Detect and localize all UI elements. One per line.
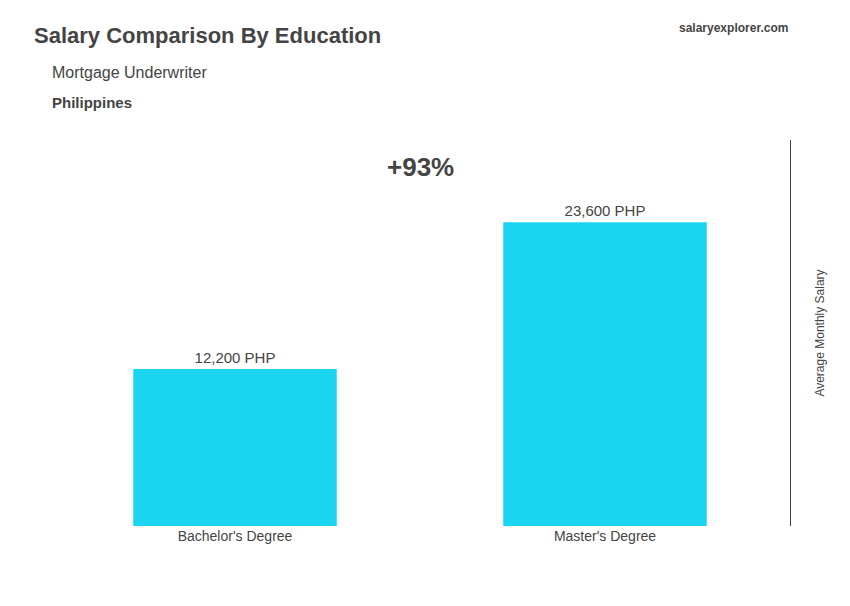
svg-text:Mortgage Underwriter: Mortgage Underwriter (52, 64, 207, 81)
svg-text:salaryexplorer.com: salaryexplorer.com (679, 21, 788, 35)
svg-text:+93%: +93% (387, 152, 454, 182)
svg-text:Bachelor's Degree: Bachelor's Degree (178, 528, 293, 544)
svg-text:Master's Degree: Master's Degree (554, 528, 656, 544)
svg-text:23,600 PHP: 23,600 PHP (565, 202, 646, 219)
svg-text:Average Monthly Salary: Average Monthly Salary (813, 269, 827, 396)
svg-text:Salary Comparison By Education: Salary Comparison By Education (34, 23, 381, 48)
svg-text:Philippines: Philippines (52, 94, 132, 111)
svg-text:12,200 PHP: 12,200 PHP (195, 349, 276, 366)
